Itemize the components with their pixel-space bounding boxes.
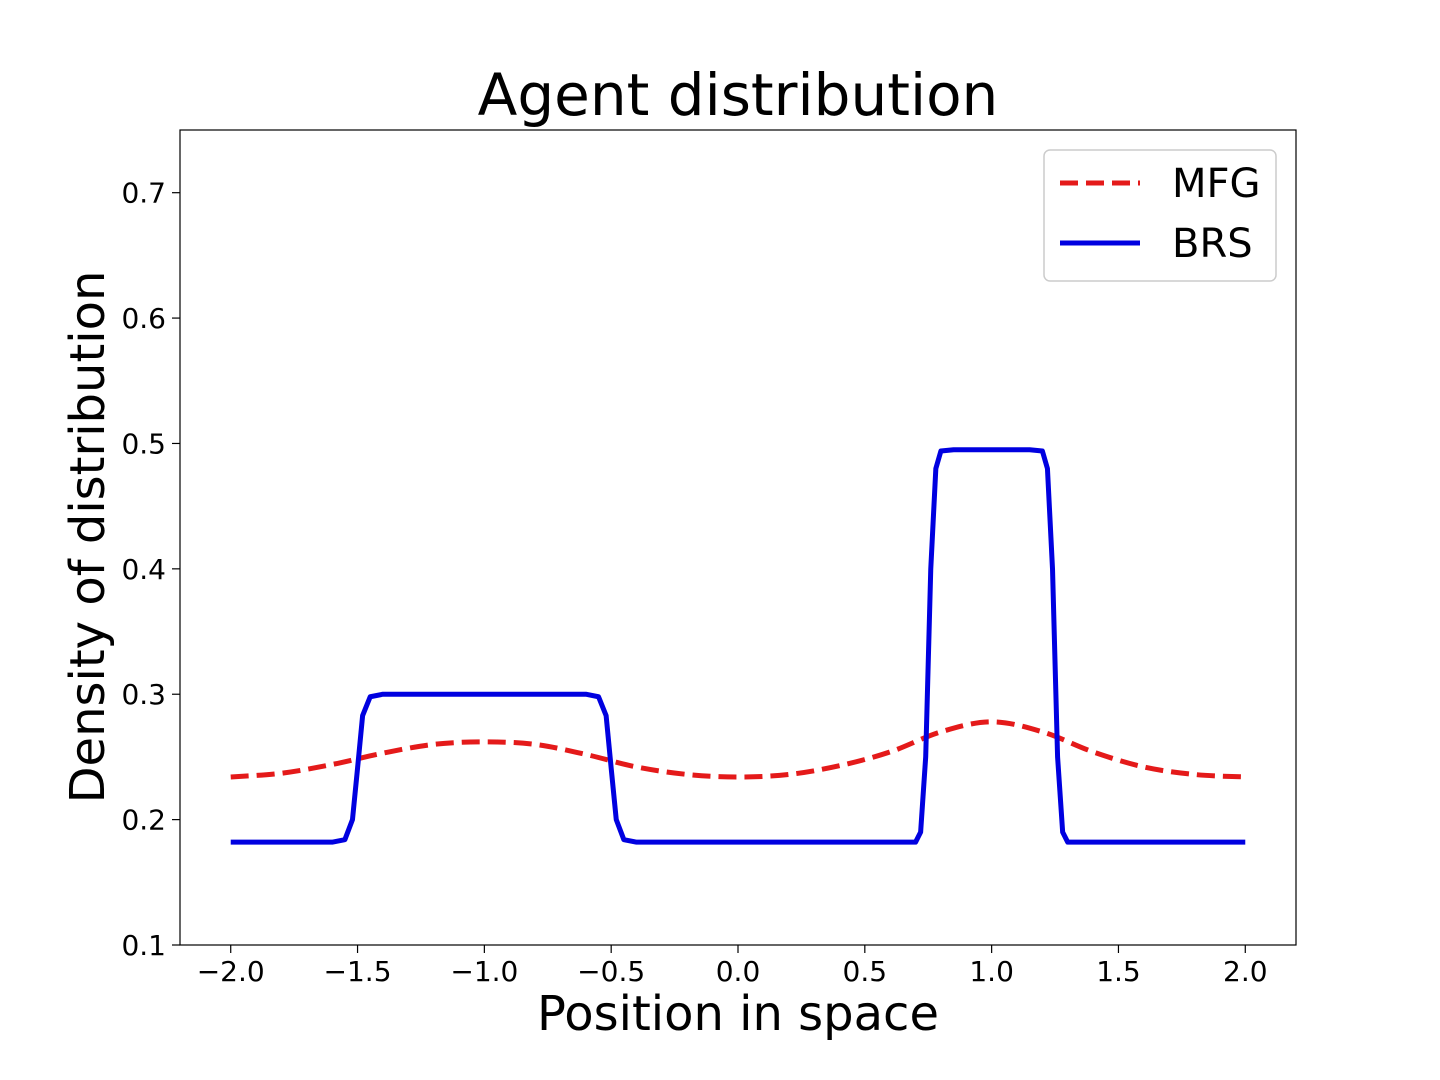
legend-label-mfg: MFG [1172, 161, 1261, 207]
x-tick-label: 2.0 [1223, 955, 1268, 988]
x-tick-label: −1.5 [324, 955, 392, 988]
y-tick-label: 0.1 [121, 929, 166, 962]
legend-label-brs: BRS [1172, 221, 1253, 267]
x-tick-label: 0.5 [843, 955, 888, 988]
series-layer [230, 447, 1246, 845]
x-tick-label: −0.5 [577, 955, 645, 988]
series-line-brs [230, 447, 1246, 845]
x-tick-label: −1.0 [450, 955, 518, 988]
y-tick-label: 0.6 [121, 302, 166, 335]
legend: MFG BRS [1043, 149, 1277, 282]
x-tick-label: 1.0 [969, 955, 1014, 988]
y-tick-label: 0.3 [121, 678, 166, 711]
y-tick-label: 0.5 [121, 427, 166, 460]
y-axis-label: Density of distribution [60, 271, 116, 804]
chart-title: Agent distribution [478, 61, 999, 129]
y-tick-label: 0.7 [121, 177, 166, 210]
y-tick-label: 0.2 [121, 804, 166, 837]
x-axis-label: Position in space [537, 986, 939, 1042]
x-tick-label: 1.5 [1096, 955, 1141, 988]
x-axis: −2.0 −1.5 −1.0 −0.5 0.0 0.5 1.0 1.5 2.0 [197, 945, 1268, 988]
y-axis: 0.1 0.2 0.3 0.4 0.5 0.6 0.7 [121, 177, 180, 962]
x-tick-label: −2.0 [197, 955, 265, 988]
x-tick-label: 0.0 [716, 955, 761, 988]
series-line-mfg [230, 719, 1246, 780]
y-tick-label: 0.4 [121, 553, 166, 586]
